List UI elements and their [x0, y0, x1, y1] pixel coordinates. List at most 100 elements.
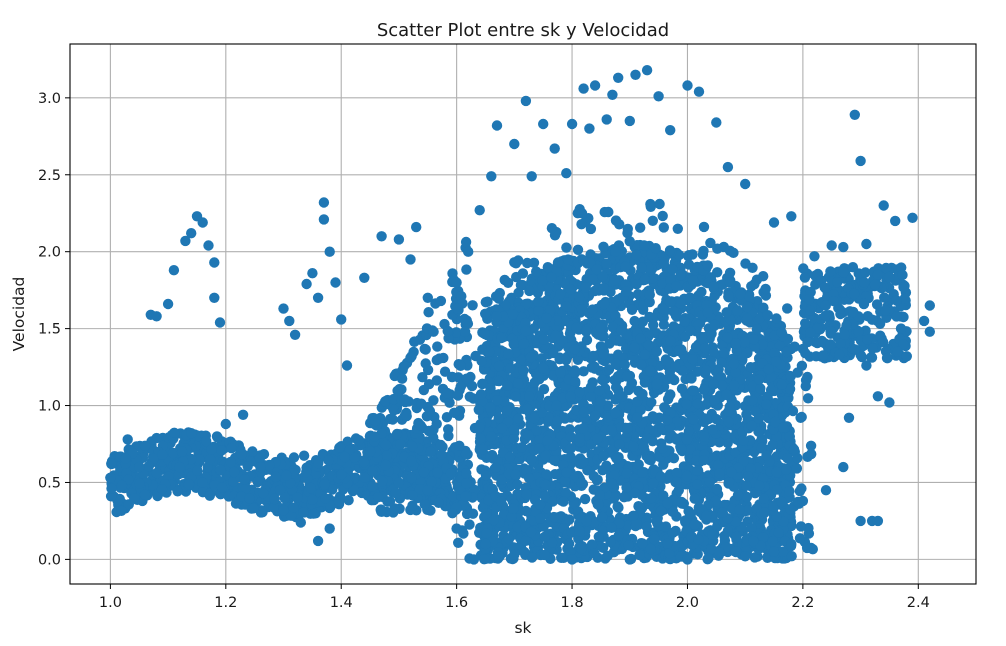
scatter-point	[722, 161, 734, 173]
scatter-point	[157, 449, 168, 460]
scatter-point	[445, 468, 457, 479]
scatter-point	[629, 315, 640, 327]
scatter-point	[672, 223, 683, 234]
scatter-point	[417, 372, 428, 383]
scatter-point	[759, 507, 770, 518]
scatter-point	[817, 350, 829, 361]
scatter-point	[872, 391, 884, 402]
scatter-point	[307, 494, 318, 505]
scatter-point	[526, 454, 537, 466]
scatter-point	[538, 521, 549, 532]
scatter-point	[839, 329, 850, 340]
scatter-point	[685, 508, 697, 519]
scatter-point	[534, 499, 546, 510]
scatter-point	[574, 525, 585, 537]
scatter-point	[658, 490, 669, 501]
scatter-point	[623, 540, 634, 551]
scatter-point	[740, 480, 752, 491]
scatter-point	[654, 198, 665, 210]
scatter-point	[606, 478, 618, 489]
scatter-point	[688, 414, 699, 425]
scatter-point	[435, 439, 446, 451]
scatter-point	[307, 268, 318, 279]
scatter-point	[820, 310, 831, 321]
scatter-point	[882, 352, 893, 364]
scatter-point	[635, 222, 646, 233]
scatter-point	[758, 271, 769, 282]
scatter-point	[216, 445, 227, 456]
scatter-point	[565, 284, 576, 295]
scatter-point	[364, 446, 376, 457]
scatter-point	[594, 489, 605, 501]
scatter-point	[477, 444, 488, 455]
scatter-point	[723, 406, 734, 417]
scatter-point	[664, 245, 676, 256]
scatter-point	[203, 240, 214, 251]
scatter-point	[685, 444, 696, 455]
scatter-point	[289, 329, 301, 340]
scatter-point	[616, 325, 627, 336]
scatter-point	[512, 479, 523, 490]
scatter-point	[183, 478, 195, 490]
scatter-point	[799, 272, 811, 283]
scatter-point	[667, 373, 678, 384]
scatter-point	[477, 378, 488, 389]
scatter-point	[610, 215, 622, 226]
scatter-point	[180, 235, 191, 247]
scatter-point	[540, 479, 551, 491]
scatter-point	[254, 453, 266, 464]
scatter-point	[658, 319, 670, 330]
x-tick-label: 2.4	[907, 595, 930, 611]
scatter-point	[706, 328, 717, 339]
scatter-point	[754, 480, 765, 491]
scatter-point	[520, 505, 532, 517]
scatter-point	[862, 334, 873, 345]
scatter-point	[560, 354, 572, 366]
scatter-point	[856, 351, 868, 363]
scatter-point	[794, 485, 806, 497]
scatter-point	[749, 552, 760, 563]
scatter-point	[197, 217, 208, 228]
scatter-point	[611, 453, 622, 464]
scatter-point	[621, 482, 632, 493]
scatter-point	[898, 339, 909, 350]
scatter-point	[209, 292, 220, 303]
scatter-point	[734, 288, 746, 300]
scatter-point	[369, 431, 380, 442]
scatter-point	[892, 346, 903, 357]
scatter-point	[524, 391, 535, 402]
scatter-point	[707, 424, 719, 435]
scatter-point	[890, 215, 901, 227]
scatter-point	[556, 552, 567, 563]
x-axis-label: sk	[514, 619, 531, 637]
scatter-point	[743, 291, 755, 302]
scatter-point	[174, 461, 185, 473]
scatter-point	[336, 469, 347, 480]
scatter-point	[508, 503, 519, 514]
scatter-point	[474, 205, 485, 216]
scatter-point	[470, 350, 481, 362]
scatter-point	[866, 352, 878, 363]
scatter-point	[918, 315, 930, 327]
scatter-point	[728, 380, 740, 391]
scatter-point	[719, 347, 730, 359]
scatter-point	[792, 367, 803, 378]
scatter-point	[439, 366, 451, 377]
scatter-point	[148, 453, 159, 464]
scatter-point	[548, 347, 559, 359]
scatter-point	[849, 109, 860, 121]
scatter-point	[699, 342, 711, 354]
scatter-point	[569, 344, 580, 355]
scatter-point	[872, 515, 884, 527]
scatter-point	[687, 385, 698, 396]
scatter-point	[786, 520, 797, 532]
scatter-point	[342, 436, 353, 447]
scatter-point	[579, 493, 591, 505]
scatter-point	[495, 496, 507, 507]
scatter-point	[521, 489, 532, 500]
scatter-point	[526, 552, 538, 563]
scatter-point	[425, 446, 436, 457]
scatter-point	[723, 477, 735, 488]
scatter-point	[683, 426, 695, 437]
scatter-point	[587, 274, 599, 285]
